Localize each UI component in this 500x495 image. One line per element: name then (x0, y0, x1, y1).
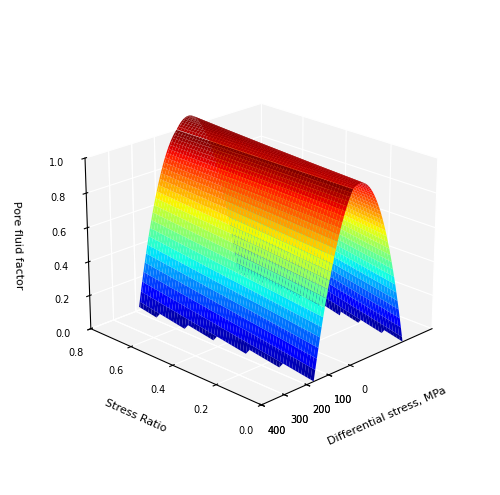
X-axis label: Differential stress, MPa: Differential stress, MPa (326, 385, 448, 446)
Y-axis label: Stress Ratio: Stress Ratio (103, 397, 168, 434)
